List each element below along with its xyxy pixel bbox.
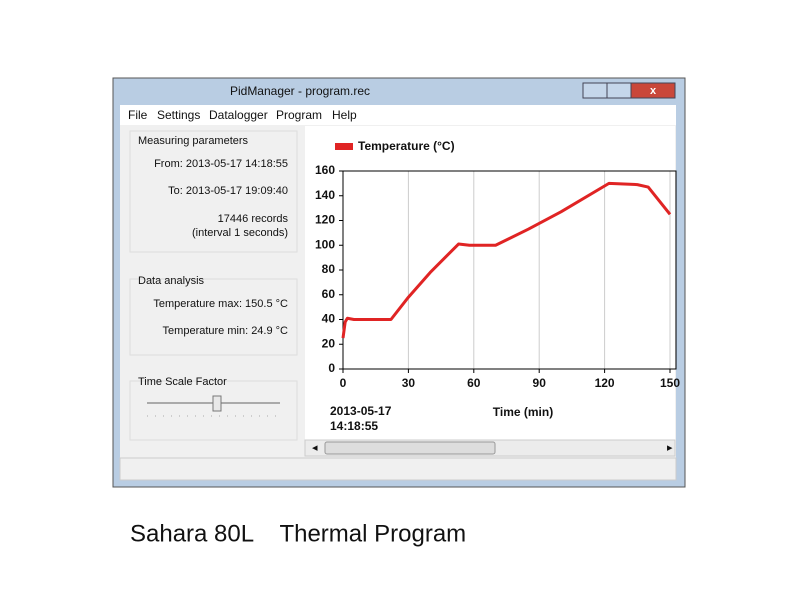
- y-tick-label: 20: [322, 336, 336, 350]
- x-axis-label: Time (min): [493, 405, 553, 419]
- group-title: Data analysis: [138, 275, 205, 287]
- chart: 0 30 60 90 120 150 0 20 40 60 80 100 120 140 160 Temper…: [315, 139, 680, 433]
- y-tick-label: 60: [322, 287, 336, 301]
- menu-bar: [120, 105, 676, 125]
- measuring-group: [129, 130, 298, 253]
- x-tick-label: 30: [402, 376, 416, 390]
- min-label: Temperature min: 24.9 °C: [163, 325, 289, 337]
- scroll-left[interactable]: ◂: [312, 442, 318, 454]
- start-time: 14:18:55: [330, 419, 378, 433]
- maximize-button[interactable]: [606, 82, 632, 99]
- y-tick-label: 40: [322, 312, 336, 326]
- legend-swatch: [335, 143, 353, 150]
- minimize-button[interactable]: [582, 82, 608, 99]
- y-tick-label: 100: [315, 237, 335, 251]
- window-title: PidManager - program.rec: [230, 84, 370, 98]
- x-tick-label: 90: [533, 376, 547, 390]
- legend-label: Temperature (°C): [358, 139, 455, 153]
- y-tick-label: 140: [315, 188, 335, 202]
- slider-thumb[interactable]: [212, 395, 222, 412]
- chart-area: [305, 126, 675, 440]
- x-tick-label: 60: [467, 376, 481, 390]
- to-label: To: 2013-05-17 19:09:40: [168, 185, 288, 197]
- y-tick-label: 80: [322, 262, 336, 276]
- x-tick-label: 120: [595, 376, 615, 390]
- menu-item[interactable]: Settings: [157, 108, 200, 122]
- y-tick-label: 160: [315, 163, 335, 177]
- group-title: Time Scale Factor: [138, 376, 227, 388]
- menu-item[interactable]: File: [128, 108, 148, 122]
- time-scale-group: [129, 380, 298, 441]
- scrollbar-thumb[interactable]: [324, 441, 496, 455]
- x-tick-label: 150: [660, 376, 680, 390]
- menu-item[interactable]: Program: [276, 108, 322, 122]
- from-label: From: 2013-05-17 14:18:55: [154, 158, 288, 170]
- plot-frame: [342, 170, 677, 370]
- records-label: 17446 records: [218, 213, 289, 225]
- interval-label: (interval 1 seconds): [192, 227, 288, 239]
- data-line: [341, 181, 672, 339]
- caption: Sahara 80L Thermal Program: [130, 520, 466, 547]
- y-tick-label: 0: [328, 361, 335, 375]
- close-icon: x: [650, 85, 657, 97]
- max-label: Temperature max: 150.5 °C: [153, 298, 288, 310]
- menu-item[interactable]: Datalogger: [209, 108, 268, 122]
- scroll-right[interactable]: ▸: [667, 442, 673, 454]
- close-button[interactable]: [630, 82, 676, 99]
- status-bar: [119, 457, 677, 481]
- x-tick-label: 0: [340, 376, 347, 390]
- start-date: 2013-05-17: [330, 404, 392, 418]
- y-tick-label: 120: [315, 213, 335, 227]
- group-title: Measuring parameters: [138, 135, 249, 147]
- analysis-group: [129, 278, 298, 356]
- menu-item[interactable]: Help: [332, 108, 357, 122]
